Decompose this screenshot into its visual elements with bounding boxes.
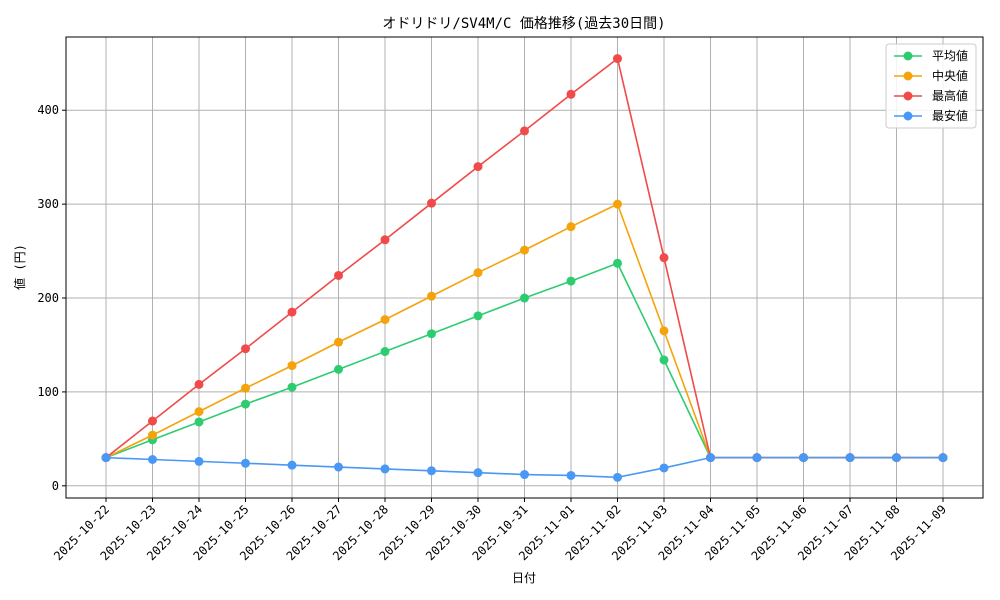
- data-point: [520, 470, 529, 480]
- data-point: [566, 222, 576, 232]
- data-point: [427, 329, 436, 339]
- legend-label: 平均値: [932, 48, 968, 63]
- x-axis-label: 日付: [512, 571, 536, 585]
- data-point: [566, 89, 576, 99]
- data-point: [566, 276, 576, 286]
- data-point: [659, 355, 669, 365]
- data-point: [520, 293, 529, 303]
- legend-box: [885, 43, 977, 129]
- y-tick-label: 300: [37, 197, 59, 211]
- data-point: [194, 407, 204, 417]
- data-point: [613, 472, 622, 482]
- legend-marker: [903, 51, 913, 61]
- data-point: [194, 379, 204, 389]
- data-point: [613, 199, 622, 209]
- axes: 2025-10-222025-10-232025-10-242025-10-25…: [37, 103, 949, 563]
- y-tick-label: 400: [37, 103, 59, 117]
- data-point: [148, 455, 157, 465]
- data-point: [473, 468, 483, 478]
- data-point: [473, 162, 483, 172]
- data-point: [566, 470, 576, 480]
- data-point: [287, 307, 297, 317]
- legend-marker: [903, 111, 913, 121]
- data-point: [241, 344, 250, 354]
- data-point: [334, 364, 343, 374]
- data-point: [706, 453, 715, 463]
- legend-marker: [903, 71, 913, 81]
- data-point: [380, 235, 390, 245]
- data-point: [380, 315, 390, 325]
- y-tick-label: 200: [37, 291, 59, 305]
- data-point: [520, 245, 529, 255]
- series-group: [101, 54, 948, 482]
- data-point: [427, 198, 436, 208]
- data-point: [241, 383, 250, 393]
- data-point: [194, 456, 204, 466]
- data-point: [892, 453, 901, 463]
- data-point: [148, 430, 157, 440]
- data-point: [938, 453, 948, 463]
- grid: [66, 37, 983, 498]
- data-point: [241, 399, 250, 409]
- y-axis-label: 値 (円): [12, 244, 27, 290]
- data-point: [659, 463, 669, 473]
- y-tick-label: 100: [37, 385, 59, 399]
- y-tick-label: 0: [52, 479, 59, 493]
- data-point: [287, 361, 297, 371]
- data-point: [799, 453, 808, 463]
- data-point: [334, 462, 343, 472]
- data-point: [473, 311, 483, 321]
- data-point: [380, 464, 390, 474]
- data-point: [194, 417, 204, 427]
- chart-title: オドリドリ/SV4M/C 価格推移(過去30日間): [382, 16, 665, 32]
- data-point: [101, 453, 111, 463]
- data-point: [148, 416, 157, 426]
- data-point: [334, 270, 343, 280]
- data-point: [520, 126, 529, 136]
- data-point: [287, 460, 297, 470]
- data-point: [241, 458, 250, 468]
- data-point: [473, 268, 483, 278]
- legend-label: 最安値: [932, 108, 968, 123]
- data-point: [613, 54, 622, 64]
- legend-label: 最高値: [932, 88, 968, 103]
- data-point: [427, 466, 436, 476]
- data-point: [427, 291, 436, 301]
- legend-marker: [903, 91, 913, 101]
- data-point: [752, 453, 762, 463]
- data-point: [845, 453, 855, 463]
- data-point: [287, 382, 297, 392]
- data-point: [613, 258, 622, 268]
- data-point: [659, 253, 669, 263]
- data-point: [334, 337, 343, 347]
- data-point: [380, 347, 390, 357]
- series: [101, 453, 948, 482]
- data-point: [659, 326, 669, 336]
- legend-label: 中央値: [932, 68, 968, 83]
